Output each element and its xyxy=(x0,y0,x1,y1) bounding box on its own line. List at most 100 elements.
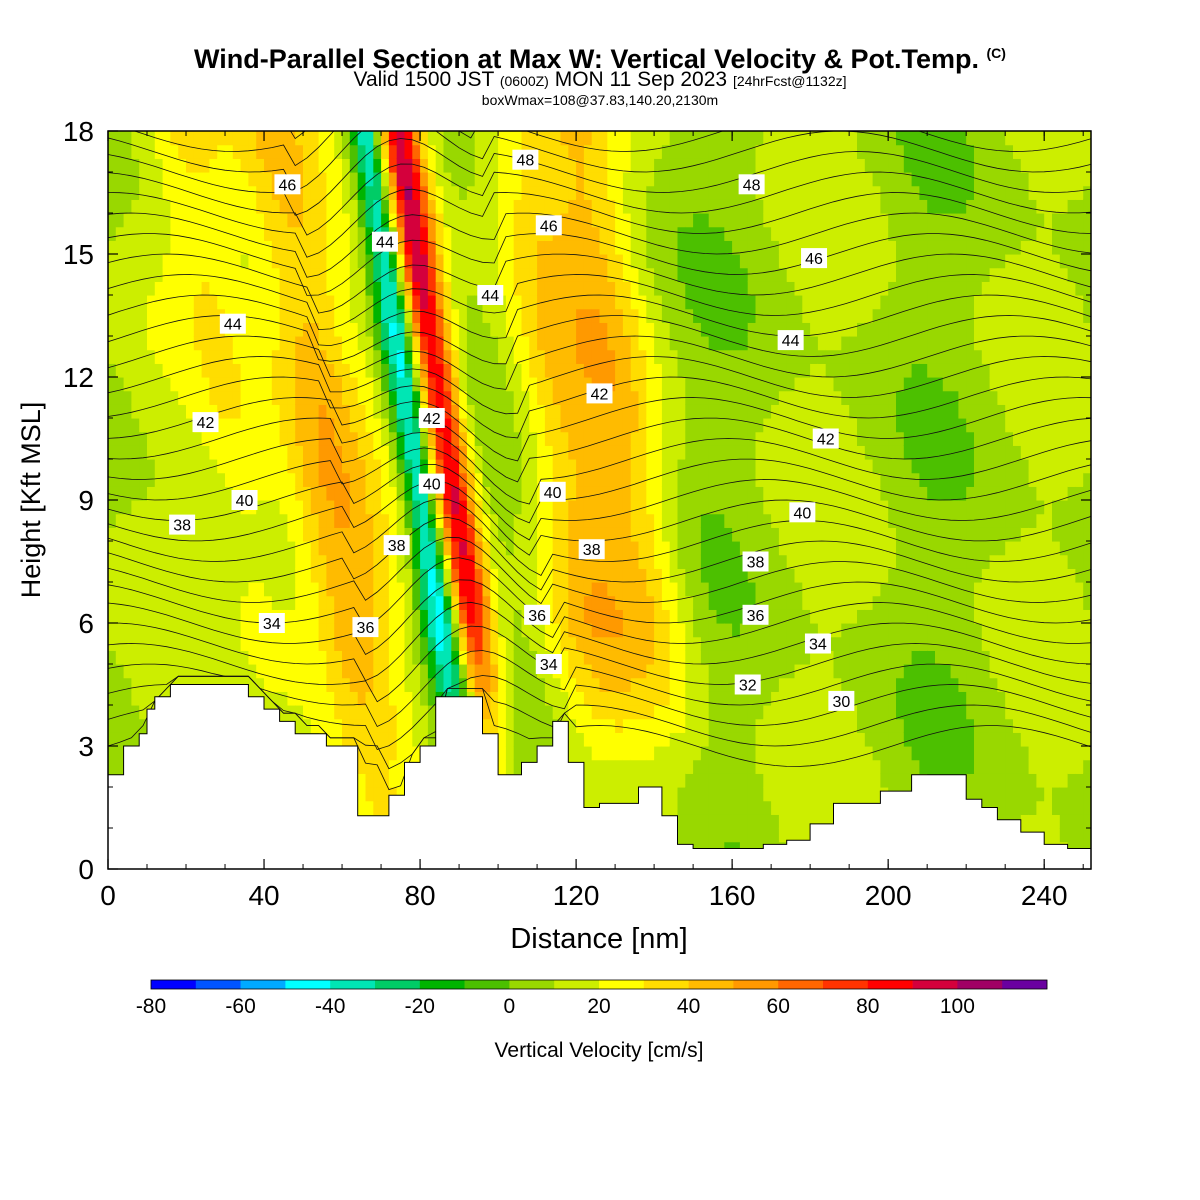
velocity-cell xyxy=(264,554,273,569)
velocity-cell xyxy=(708,226,718,241)
velocity-cell xyxy=(186,431,195,446)
velocity-cell xyxy=(396,390,406,405)
velocity-cell xyxy=(568,746,577,761)
velocity-cell xyxy=(685,664,694,679)
velocity-cell xyxy=(685,349,694,364)
velocity-cell xyxy=(154,322,164,337)
velocity-cell xyxy=(264,664,273,679)
velocity-cell xyxy=(732,650,741,665)
velocity-cell xyxy=(303,308,312,323)
velocity-cell xyxy=(529,677,538,692)
velocity-cell xyxy=(591,240,601,255)
velocity-cell xyxy=(349,377,359,392)
velocity-cell xyxy=(661,254,671,269)
velocity-cell xyxy=(248,131,257,146)
velocity-cell xyxy=(544,636,554,651)
velocity-cell xyxy=(349,664,359,679)
velocity-cell xyxy=(131,609,140,624)
velocity-cell xyxy=(287,445,296,460)
velocity-cell xyxy=(700,295,710,310)
velocity-cell xyxy=(505,144,515,159)
velocity-cell xyxy=(630,349,640,364)
velocity-cell xyxy=(412,254,421,269)
velocity-cell xyxy=(412,746,421,761)
velocity-cell xyxy=(225,404,234,419)
velocity-cell xyxy=(326,322,335,337)
velocity-cell xyxy=(154,595,164,610)
velocity-cell xyxy=(381,185,390,200)
velocity-cell xyxy=(747,336,757,351)
velocity-cell xyxy=(170,459,179,474)
velocity-cell xyxy=(287,240,296,255)
velocity-cell xyxy=(482,459,491,474)
velocity-cell xyxy=(513,472,523,487)
velocity-cell xyxy=(817,322,827,337)
velocity-cell xyxy=(505,582,515,597)
velocity-cell xyxy=(591,636,601,651)
velocity-cell xyxy=(724,486,733,501)
velocity-cell xyxy=(162,404,171,419)
velocity-cell xyxy=(217,363,226,378)
velocity-cell xyxy=(724,814,733,829)
velocity-cell xyxy=(747,664,757,679)
velocity-cell xyxy=(342,390,351,405)
velocity-cell xyxy=(700,308,710,323)
velocity-cell xyxy=(591,431,601,446)
velocity-cell xyxy=(326,664,335,679)
velocity-cell xyxy=(264,582,273,597)
velocity-cell xyxy=(256,541,265,556)
velocity-cell xyxy=(716,527,725,542)
velocity-cell xyxy=(778,472,788,487)
velocity-cell xyxy=(193,664,203,679)
velocity-cell xyxy=(739,746,749,761)
velocity-cell xyxy=(381,322,390,337)
velocity-cell xyxy=(747,718,757,733)
velocity-cell xyxy=(318,281,327,296)
velocity-cell xyxy=(240,404,249,419)
velocity-cell xyxy=(599,213,608,228)
velocity-cell xyxy=(794,267,803,282)
velocity-cell xyxy=(638,131,647,146)
velocity-cell xyxy=(388,172,398,187)
velocity-cell xyxy=(677,773,686,788)
velocity-cell xyxy=(474,308,484,323)
velocity-cell xyxy=(427,322,437,337)
velocity-cell xyxy=(763,677,772,692)
velocity-cell xyxy=(646,267,655,282)
velocity-cell xyxy=(622,431,632,446)
velocity-cell xyxy=(693,650,702,665)
velocity-cell xyxy=(225,500,234,515)
velocity-cell xyxy=(622,404,632,419)
velocity-cell xyxy=(295,664,304,679)
velocity-cell xyxy=(654,609,663,624)
velocity-cell xyxy=(646,390,655,405)
chart-title-text: Wind-Parallel Section at Max W: Vertical… xyxy=(194,44,979,74)
velocity-cell xyxy=(771,623,780,638)
velocity-cell xyxy=(482,718,491,733)
velocity-cell xyxy=(342,308,351,323)
velocity-cell xyxy=(513,349,523,364)
velocity-cell xyxy=(115,281,125,296)
velocity-cell xyxy=(521,131,530,146)
velocity-cell xyxy=(607,527,616,542)
velocity-cell xyxy=(794,322,803,337)
velocity-cell xyxy=(334,295,343,310)
velocity-cell xyxy=(108,254,117,269)
velocity-cell xyxy=(661,390,671,405)
velocity-cell xyxy=(466,595,476,610)
velocity-cell xyxy=(583,404,593,419)
velocity-cell xyxy=(607,363,616,378)
velocity-cell xyxy=(576,213,585,228)
velocity-cell xyxy=(147,500,156,515)
velocity-cell xyxy=(513,445,523,460)
velocity-cell xyxy=(498,172,507,187)
velocity-cell xyxy=(232,131,242,146)
velocity-cell xyxy=(747,459,757,474)
velocity-cell xyxy=(693,541,702,556)
velocity-cell xyxy=(615,773,624,788)
velocity-cell xyxy=(381,431,390,446)
velocity-cell xyxy=(755,349,764,364)
velocity-cell xyxy=(771,254,780,269)
velocity-cell xyxy=(271,541,281,556)
velocity-cell xyxy=(700,623,710,638)
